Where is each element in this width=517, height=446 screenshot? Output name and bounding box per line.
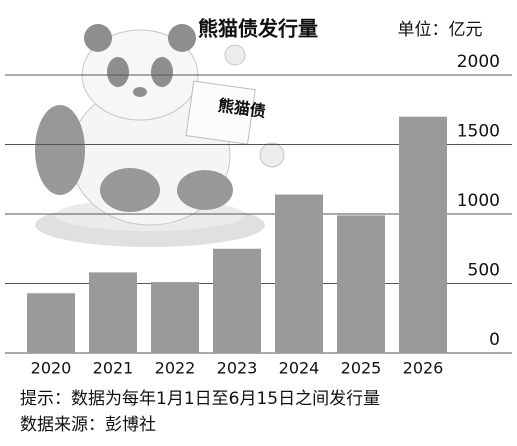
x-tick-label: 2022 xyxy=(155,359,196,378)
y-tick-label: 500 xyxy=(468,261,500,281)
bar xyxy=(89,272,137,353)
x-tick-label: 2021 xyxy=(93,359,134,378)
y-tick-label: 1000 xyxy=(457,191,500,211)
x-tick-label: 2025 xyxy=(341,359,382,378)
y-tick-label: 2000 xyxy=(457,52,500,72)
bar xyxy=(151,282,199,353)
source-note: 数据来源：彭博社 xyxy=(20,415,156,435)
x-tick-label: 2023 xyxy=(217,359,258,378)
x-tick-label: 2026 xyxy=(403,359,444,378)
bar xyxy=(275,194,323,353)
bar xyxy=(399,116,447,353)
y-tick-label: 0 xyxy=(489,330,500,350)
panda-illustration xyxy=(35,24,285,247)
bar xyxy=(213,248,261,353)
x-tick-label: 2024 xyxy=(279,359,320,378)
bar xyxy=(27,293,75,353)
unit-label: 单位：亿元 xyxy=(398,20,483,40)
y-tick-label: 1500 xyxy=(457,122,500,142)
bar xyxy=(337,215,385,353)
x-tick-label: 2020 xyxy=(31,359,72,378)
footnote: 提示：数据为每年1月1日至6月15日之间发行量 xyxy=(20,389,380,409)
chart-title: 熊猫债发行量 xyxy=(198,17,318,41)
